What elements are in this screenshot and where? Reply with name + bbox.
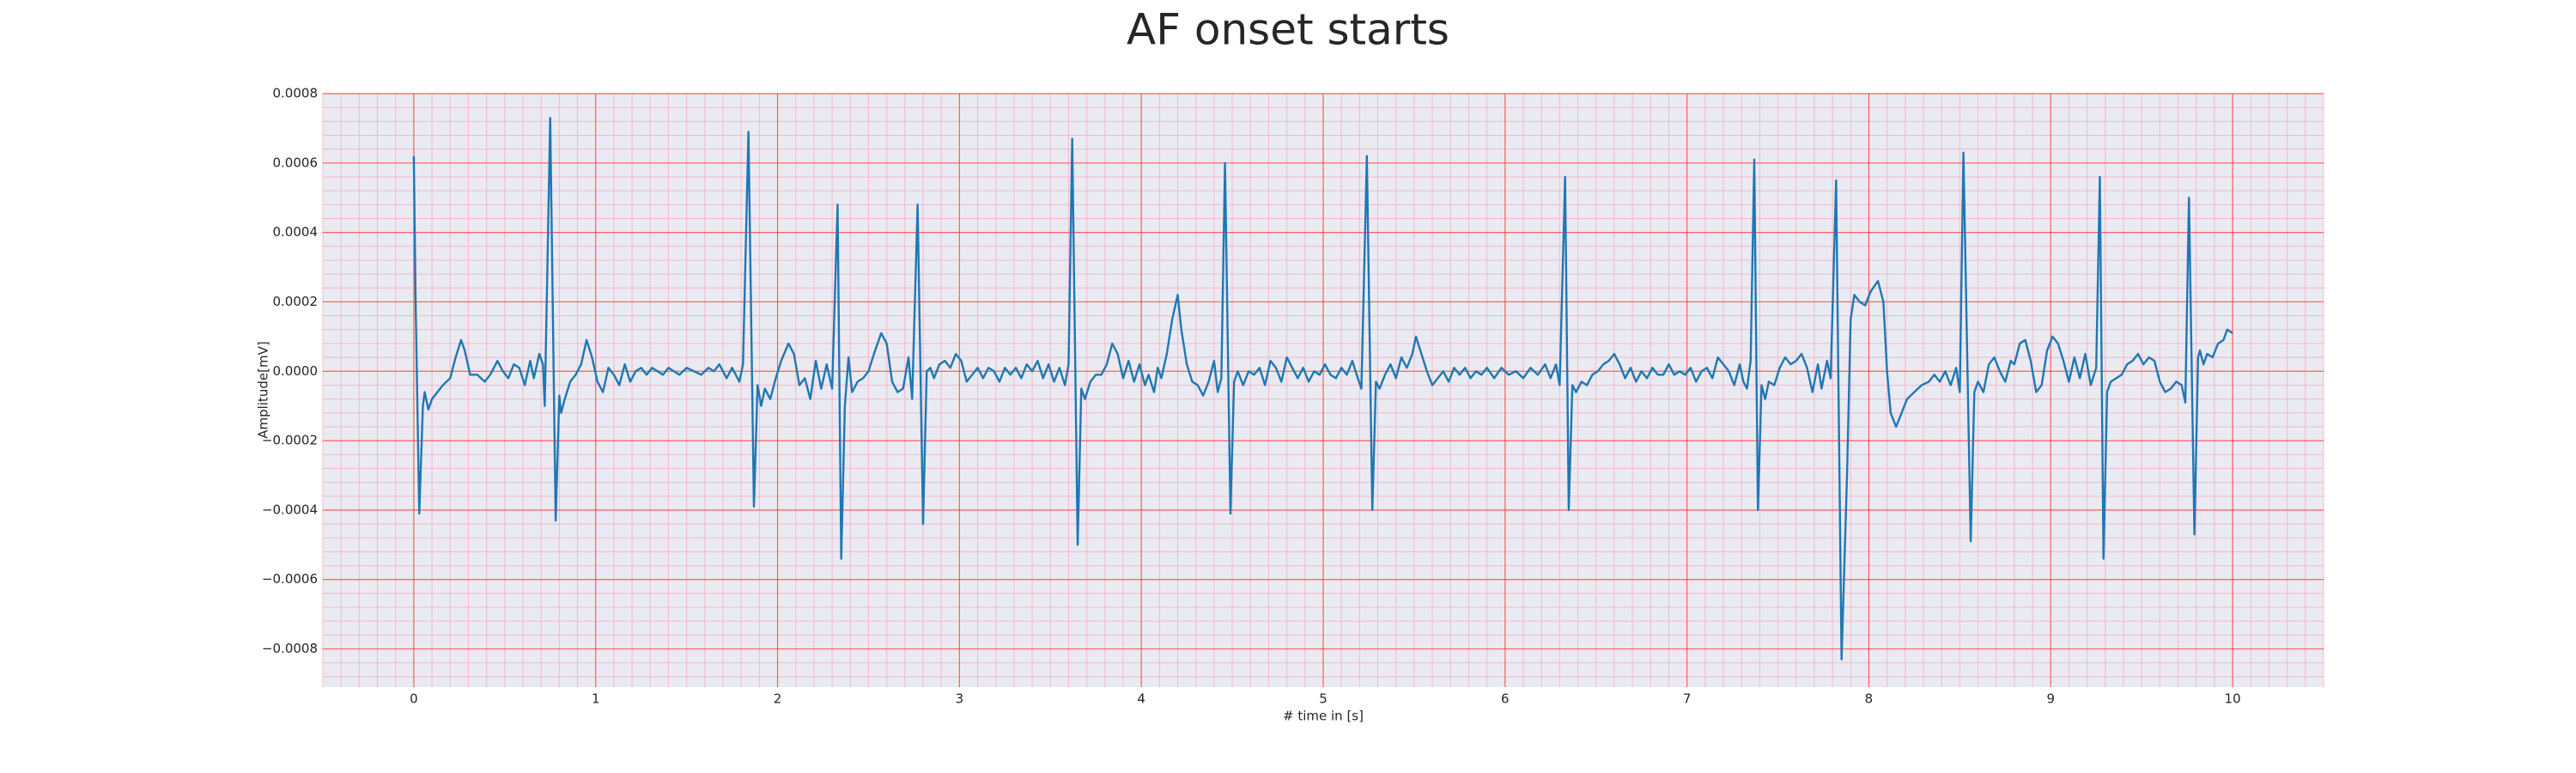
x-axis-label: # time in [s]: [1283, 709, 1364, 724]
x-tick-label: 1: [592, 691, 600, 707]
y-tick-label: 0.0002: [273, 294, 319, 309]
plot-area: [412, 117, 2233, 660]
y-tick-label: 0.0008: [273, 86, 319, 101]
y-tick-label: −0.0002: [262, 433, 318, 448]
x-tick-label: 7: [1683, 691, 1692, 707]
x-tick-label: 9: [2046, 691, 2055, 707]
x-tick-label: 0: [410, 691, 418, 707]
y-tick-label: 0.0004: [273, 224, 319, 240]
y-tick-label: 0.0006: [273, 155, 319, 170]
y-axis-label: Amplitude[mV]: [256, 341, 271, 438]
y-tick-label: −0.0008: [262, 641, 318, 656]
x-tick-label: 6: [1501, 691, 1510, 707]
tick-labels: 0 1 2 3 4 5 6 7 8 9 10 −0.0008 −0.0006 −0.0004 −0.0002…: [262, 86, 2241, 707]
x-tick-label: 3: [956, 691, 964, 707]
ecg-line: [412, 117, 2233, 660]
x-tick-label: 5: [1319, 691, 1327, 707]
y-tick-label: −0.0004: [262, 502, 318, 517]
x-tick-label: 4: [1137, 691, 1145, 707]
x-tick-label: 8: [1865, 691, 1874, 707]
y-tick-label: −0.0006: [262, 571, 318, 587]
x-tick-label: 2: [774, 691, 782, 707]
major-grid: [323, 93, 2324, 687]
x-tick-label: 10: [2225, 691, 2241, 707]
y-tick-label: 0.0000: [273, 363, 319, 379]
chart-title: AF onset starts: [1127, 5, 1449, 55]
